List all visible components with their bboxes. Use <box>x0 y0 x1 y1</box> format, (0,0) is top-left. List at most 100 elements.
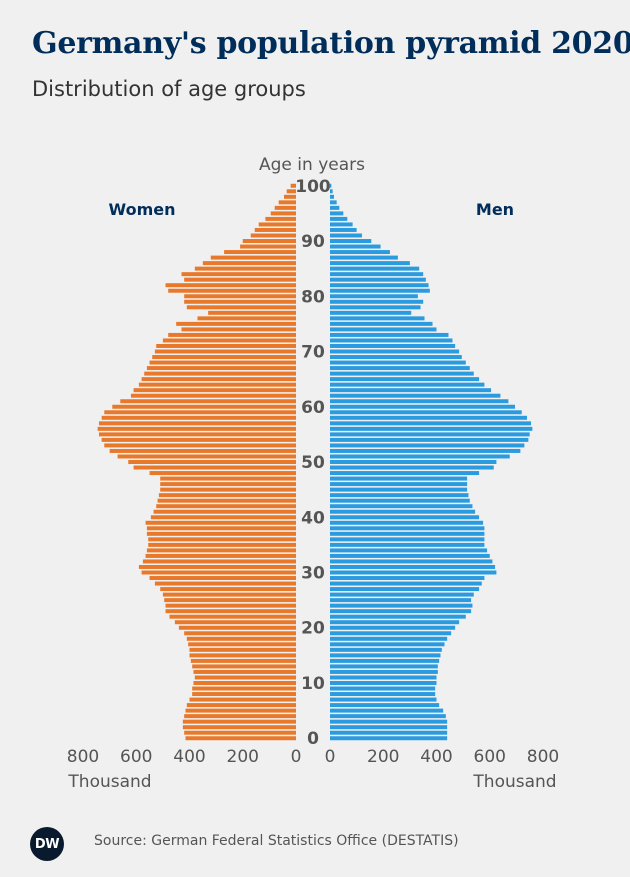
men-bar-age-39 <box>330 520 484 525</box>
women-bar-age-4 <box>184 714 296 719</box>
men-bar-age-55 <box>330 432 530 437</box>
women-bar-age-12 <box>193 669 296 674</box>
men-bar-age-0 <box>330 736 448 741</box>
men-bar-age-2 <box>330 725 448 730</box>
women-bar-age-46 <box>160 482 296 487</box>
men-bar-age-22 <box>330 614 466 619</box>
men-bar-age-95 <box>330 211 344 216</box>
men-bar-age-50 <box>330 460 497 464</box>
women-bar-age-64 <box>138 382 296 387</box>
men-bar-age-46 <box>330 482 468 487</box>
women-bar-age-60 <box>112 404 296 409</box>
men-bar-age-71 <box>330 343 456 348</box>
men-bar-age-53 <box>330 443 525 448</box>
men-bar-age-38 <box>330 526 485 531</box>
men-bar-age-25 <box>330 598 472 603</box>
men-bar-age-9 <box>330 686 436 691</box>
men-bar-age-74 <box>330 327 437 332</box>
women-bar-age-52 <box>109 448 297 453</box>
men-bar-age-10 <box>330 681 437 685</box>
age-tick-label: 20 <box>301 619 325 639</box>
men-bar-age-41 <box>330 509 476 514</box>
women-bar-age-34 <box>146 548 296 553</box>
men-bar-age-96 <box>330 205 340 210</box>
men-bar-age-37 <box>330 531 485 536</box>
men-bar-age-44 <box>330 493 469 498</box>
women-bar-age-73 <box>168 332 296 337</box>
women-bar-age-77 <box>208 310 296 315</box>
women-bar-age-9 <box>192 686 296 691</box>
age-tick-label: 50 <box>301 453 325 473</box>
men-bar-age-8 <box>330 692 436 697</box>
source-note: Source: German Federal Statistics Office… <box>94 833 459 849</box>
women-bar-age-81 <box>168 288 296 293</box>
women-bar-age-27 <box>160 587 296 592</box>
women-bar-age-41 <box>153 509 296 514</box>
men-bar-age-92 <box>330 227 357 232</box>
women-bar-age-83 <box>184 277 296 282</box>
men-bar-age-29 <box>330 576 485 581</box>
women-bar-age-48 <box>149 471 296 476</box>
legend-women: Women <box>109 200 176 219</box>
women-bar-age-51 <box>117 454 296 459</box>
men-bar-age-3 <box>330 719 448 724</box>
men-bar-age-89 <box>330 244 381 249</box>
men-bar-age-99 <box>330 189 333 194</box>
men-bar-age-1 <box>330 730 448 735</box>
women-bar-age-94 <box>265 216 296 221</box>
x-tick-label-women: 600 <box>120 747 152 767</box>
women-bar-age-39 <box>145 520 296 525</box>
women-bar-age-58 <box>101 415 296 420</box>
men-bars <box>330 183 533 741</box>
x-tick-label-men: 400 <box>420 747 452 767</box>
men-bar-age-45 <box>330 487 468 492</box>
men-bar-age-57 <box>330 421 532 426</box>
women-bar-age-10 <box>193 681 296 685</box>
women-bar-age-66 <box>144 371 296 376</box>
women-bar-age-24 <box>165 603 296 608</box>
women-bar-age-5 <box>185 708 296 713</box>
women-bar-age-11 <box>194 675 296 680</box>
men-bar-age-11 <box>330 675 437 680</box>
women-bar-age-79 <box>184 299 296 304</box>
men-bar-age-65 <box>330 377 480 382</box>
women-bars <box>97 183 297 741</box>
men-bar-age-21 <box>330 620 460 625</box>
women-bar-age-17 <box>188 642 296 647</box>
women-bar-age-19 <box>184 631 296 636</box>
women-bar-age-99 <box>286 189 296 194</box>
men-bar-age-23 <box>330 609 472 614</box>
men-bar-age-33 <box>330 553 490 558</box>
x-axis: 800 600 400 200 0 0 200 400 600 800 <box>67 747 559 767</box>
women-bar-age-7 <box>189 697 296 702</box>
chart-subtitle: Distribution of age groups <box>32 77 306 101</box>
men-bar-age-32 <box>330 559 493 564</box>
men-bar-age-77 <box>330 310 412 315</box>
age-tick-label: 70 <box>301 343 325 363</box>
men-bar-age-18 <box>330 636 448 641</box>
women-bar-age-21 <box>174 620 296 625</box>
men-bar-age-69 <box>330 355 462 360</box>
men-bar-age-34 <box>330 548 488 553</box>
age-tick-label: 10 <box>301 674 325 694</box>
age-tick-label: 100 <box>295 177 331 197</box>
women-bar-age-29 <box>149 576 296 581</box>
men-bar-age-14 <box>330 658 440 663</box>
men-bar-age-36 <box>330 537 485 542</box>
women-bar-age-82 <box>165 283 296 288</box>
women-bar-age-69 <box>152 355 296 360</box>
women-bar-age-70 <box>154 349 296 354</box>
men-bar-age-66 <box>330 371 474 376</box>
men-bar-age-56 <box>330 426 533 431</box>
men-bar-age-87 <box>330 255 398 260</box>
men-bar-age-5 <box>330 708 444 713</box>
women-bar-age-32 <box>142 559 296 564</box>
women-bar-age-43 <box>157 498 296 503</box>
men-bar-age-28 <box>330 581 482 586</box>
men-bar-age-82 <box>330 283 429 288</box>
age-tick-label: 80 <box>301 287 325 307</box>
men-bar-age-24 <box>330 603 473 608</box>
x-unit-label-women: Thousand <box>67 772 151 792</box>
men-bar-age-60 <box>330 404 516 409</box>
